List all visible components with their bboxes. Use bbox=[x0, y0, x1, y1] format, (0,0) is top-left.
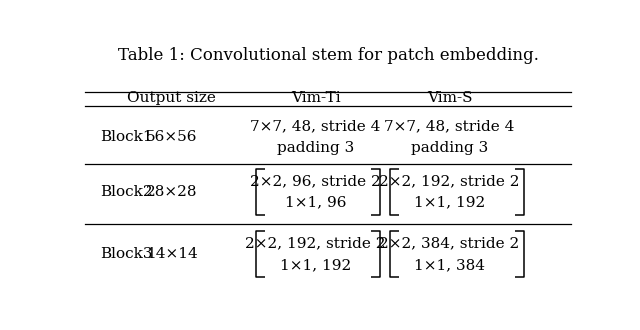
Text: Block2: Block2 bbox=[100, 185, 152, 199]
Text: 7×7, 48, stride 4: 7×7, 48, stride 4 bbox=[385, 120, 515, 134]
Text: 2×2, 192, stride 2: 2×2, 192, stride 2 bbox=[245, 237, 386, 251]
Text: 7×7, 48, stride 4: 7×7, 48, stride 4 bbox=[250, 120, 381, 134]
Text: padding 3: padding 3 bbox=[277, 141, 354, 155]
Text: 1×1, 384: 1×1, 384 bbox=[414, 258, 485, 272]
Text: 2×2, 192, stride 2: 2×2, 192, stride 2 bbox=[380, 174, 520, 188]
Text: 56×56: 56×56 bbox=[146, 130, 198, 145]
Text: 14×14: 14×14 bbox=[146, 247, 198, 261]
Text: Block1: Block1 bbox=[100, 130, 152, 145]
Text: padding 3: padding 3 bbox=[411, 141, 488, 155]
Text: 1×1, 192: 1×1, 192 bbox=[280, 258, 351, 272]
Text: Table 1: Convolutional stem for patch embedding.: Table 1: Convolutional stem for patch em… bbox=[118, 47, 538, 64]
Text: Vim-S: Vim-S bbox=[427, 91, 472, 105]
Text: 1×1, 96: 1×1, 96 bbox=[285, 196, 346, 210]
Text: Output size: Output size bbox=[127, 91, 216, 105]
Text: 1×1, 192: 1×1, 192 bbox=[414, 196, 485, 210]
Text: 28×28: 28×28 bbox=[146, 185, 198, 199]
Text: 2×2, 384, stride 2: 2×2, 384, stride 2 bbox=[380, 237, 520, 251]
Text: Block3: Block3 bbox=[100, 247, 152, 261]
Text: 2×2, 96, stride 2: 2×2, 96, stride 2 bbox=[250, 174, 381, 188]
Text: Vim-Ti: Vim-Ti bbox=[291, 91, 340, 105]
